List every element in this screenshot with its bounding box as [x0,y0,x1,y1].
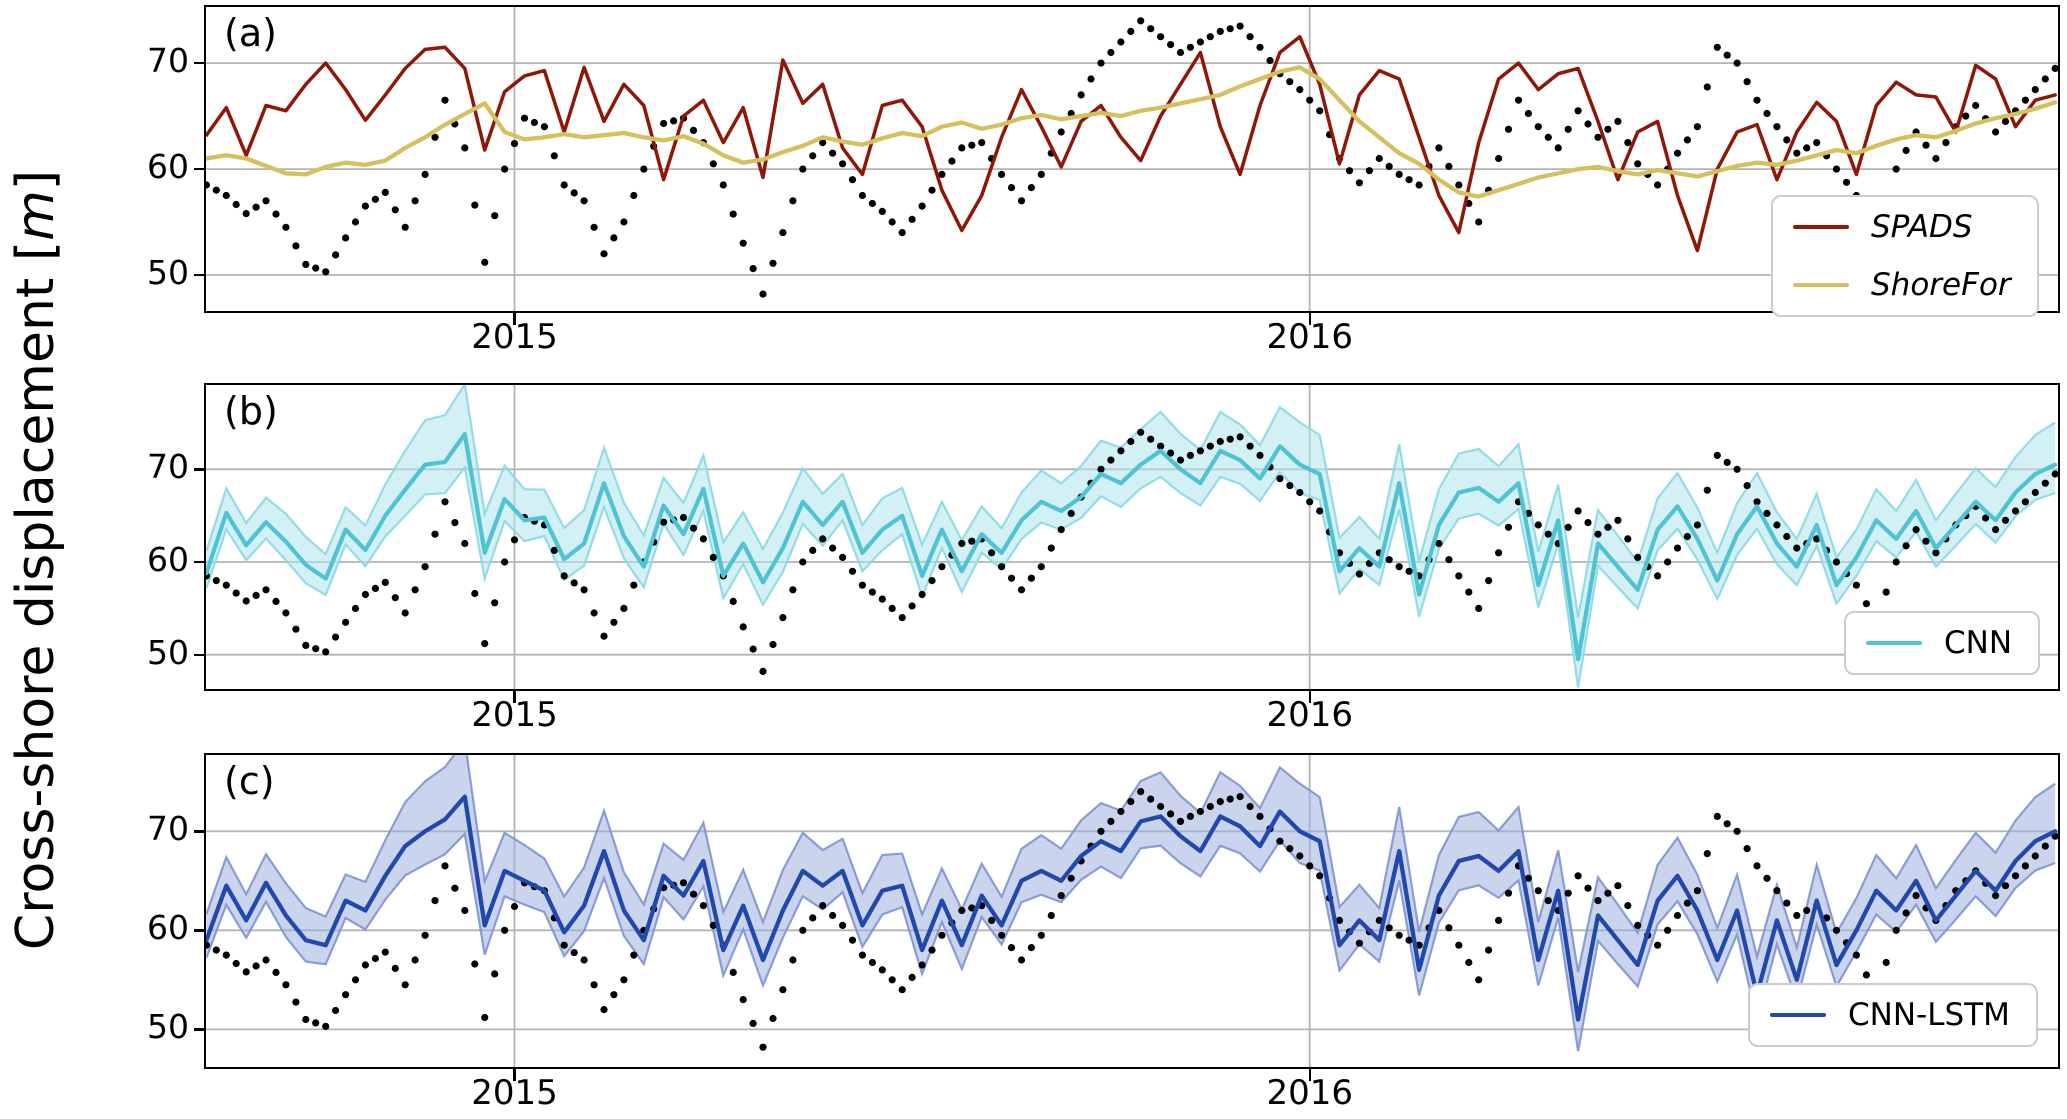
y-tick-label: 70 [147,447,189,487]
y-axis-label-unit: m [6,190,66,241]
x-tick-label: 2016 [1266,317,1353,357]
x-tick-mark [513,1069,516,1081]
legend-panel-a: SPADS ShoreFor [1771,195,2039,317]
y-tick-mark [194,653,204,656]
x-tick-mark [513,691,516,703]
y-tick-mark [194,560,204,564]
legend-entry: CNN [1866,625,2012,661]
y-tick-label: 60 [147,540,189,580]
y-tick-mark [194,1028,204,1031]
y-tick-mark [194,929,204,932]
y-tick-label: 50 [147,252,189,292]
y-tick-mark [194,468,204,471]
legend-label: CNN-LSTM [1848,997,2010,1033]
y-tick-mark [194,830,204,833]
y-axis-label-close: ] [6,169,66,191]
y-tick-label: 50 [147,1007,189,1047]
panel-c-plot [206,755,2058,1067]
observed-dots [206,17,2058,298]
legend-line-sample [1770,1012,1826,1018]
legend-label: ShoreFor [1871,267,2011,303]
panel-c-letter: (c) [224,759,275,803]
y-tick-label: 70 [147,809,189,849]
y-tick-mark [194,167,204,171]
legend-line-sample [1793,282,1849,288]
panel-a: (a) 50 60 70 2015 2016 SPADS ShoreFor [147,5,2060,354]
x-tick-mark [1308,691,1312,703]
shorefor-line [206,65,2058,199]
x-tick-label: 2015 [471,317,558,357]
legend-label: CNN [1944,625,2013,661]
x-tick-label: 2016 [1266,1073,1353,1113]
y-axis-label: Cross-shore displacement [m] [6,170,66,950]
spads-line [206,34,2057,253]
panel-c: (c) 50 60 70 2015 2016 CNN-LSTM [147,753,2060,1110]
panel-b-plot [206,385,2058,689]
y-tick-mark [194,61,204,65]
legend-line-sample [1793,224,1849,230]
legend-label: SPADS [1871,209,1973,245]
y-tick-label: 70 [147,41,189,81]
x-tick-mark [513,313,516,325]
legend-line-sample [1866,640,1922,646]
x-tick-mark [1308,313,1312,325]
cnn_lstm-line [206,794,2058,1022]
x-tick-label: 2015 [471,1073,558,1113]
y-tick-label: 60 [147,908,189,948]
x-tick-mark [1308,1069,1312,1081]
x-tick-label: 2015 [471,695,558,735]
legend-entry: SPADS [1793,209,2011,245]
panel-b-letter: (b) [224,389,278,433]
y-axis-label-text: Cross-shore displacement [ [6,240,66,951]
legend-panel-c: CNN-LSTM [1748,983,2038,1047]
cnn-line [206,431,2058,662]
y-tick-label: 60 [147,147,189,187]
panel-a-letter: (a) [224,11,277,55]
legend-panel-b: CNN [1844,611,2041,675]
panel-a-plot [206,7,2058,311]
y-tick-mark [194,273,204,277]
x-tick-label: 2016 [1266,695,1353,735]
panel-b: (b) 50 60 70 2015 2016 CNN [147,383,2060,732]
legend-entry: ShoreFor [1793,267,2011,303]
y-tick-label: 50 [147,632,189,672]
legend-entry: CNN-LSTM [1770,997,2010,1033]
